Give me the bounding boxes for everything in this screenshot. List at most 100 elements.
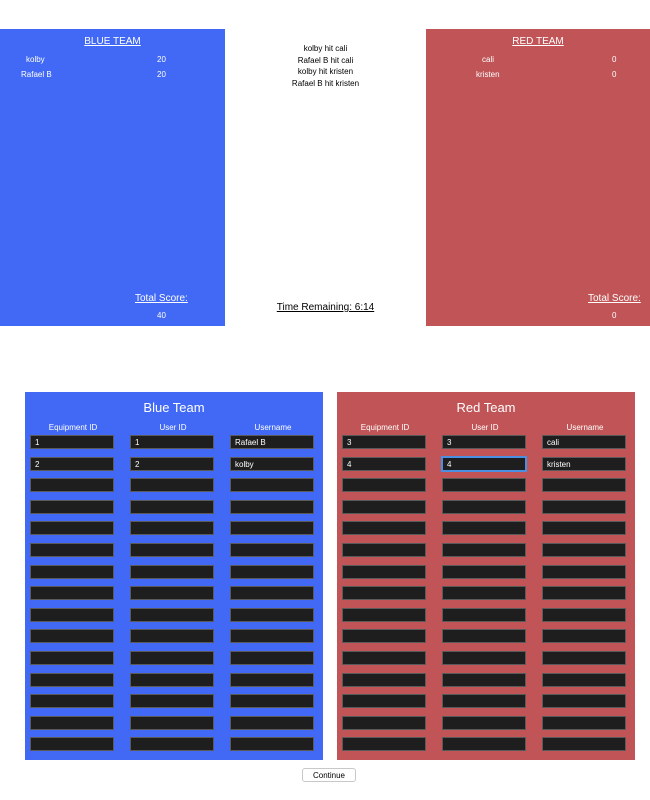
red-username-input[interactable] (542, 607, 626, 622)
red-user-id-input[interactable] (442, 586, 526, 601)
red-username-input[interactable]: kristen (542, 456, 626, 471)
blue-equipment-id-input[interactable] (30, 543, 114, 557)
blue-player-row: kolby 20 (0, 55, 225, 67)
red-user-id-input[interactable]: 3 (442, 435, 526, 449)
red-equipment-id-input[interactable] (342, 564, 426, 579)
blue-equipment-id-input[interactable] (30, 478, 114, 493)
red-player-row: kristen 0 (426, 70, 650, 82)
red-user-id-input[interactable] (442, 629, 526, 644)
blue-user-id-input[interactable]: 2 (130, 456, 214, 471)
continue-button[interactable]: Continue (302, 768, 356, 782)
blue-username-input[interactable] (230, 629, 314, 644)
red-username-input[interactable] (542, 737, 626, 752)
blue-user-id-input[interactable] (130, 651, 214, 665)
blue-username-input[interactable] (230, 715, 314, 730)
blue-username-input[interactable] (230, 543, 314, 557)
red-username-input[interactable] (542, 672, 626, 687)
red-equipment-id-input[interactable] (342, 737, 426, 752)
blue-user-id-input[interactable] (130, 521, 214, 536)
blue-equipment-id-input[interactable] (30, 694, 114, 709)
blue-equipment-id-input[interactable] (30, 564, 114, 579)
red-user-id-input[interactable] (442, 521, 526, 536)
blue-username-input[interactable] (230, 694, 314, 709)
red-user-id-input[interactable] (442, 478, 526, 493)
blue-username-input[interactable] (230, 737, 314, 752)
blue-total-label: Total Score: (135, 293, 188, 304)
blue-user-id-input[interactable] (130, 672, 214, 687)
blue-equipment-id-input[interactable] (30, 715, 114, 730)
red-user-id-input[interactable] (442, 607, 526, 622)
red-equipment-id-input[interactable] (342, 607, 426, 622)
red-equipment-id-input[interactable] (342, 586, 426, 601)
red-equipment-id-input[interactable] (342, 694, 426, 709)
event-log-item: Rafael B hit cali (297, 55, 354, 65)
red-user-id-input[interactable] (442, 715, 526, 730)
blue-username-input[interactable] (230, 478, 314, 493)
blue-user-id-input[interactable] (130, 694, 214, 709)
blue-username-input[interactable]: kolby (230, 456, 314, 471)
blue-player-row: Rafael B 20 (0, 70, 225, 82)
red-equipment-id-input[interactable] (342, 672, 426, 687)
red-user-id-input[interactable] (442, 564, 526, 579)
blue-username-input[interactable] (230, 499, 314, 514)
red-username-input[interactable] (542, 629, 626, 644)
red-user-id-input[interactable]: 4 (442, 456, 526, 471)
blue-equipment-id-input[interactable] (30, 586, 114, 601)
blue-user-id-input[interactable] (130, 586, 214, 601)
blue-equipment-id-input[interactable] (30, 737, 114, 752)
blue-username-input[interactable] (230, 586, 314, 601)
player-name: Rafael B (21, 70, 52, 79)
red-user-id-input[interactable] (442, 672, 526, 687)
red-username-input[interactable] (542, 521, 626, 536)
blue-equipment-id-input[interactable] (30, 651, 114, 665)
red-user-id-input[interactable] (442, 651, 526, 665)
blue-user-id-input[interactable] (130, 478, 214, 493)
blue-username-input[interactable] (230, 564, 314, 579)
blue-equipment-id-input[interactable] (30, 521, 114, 536)
blue-username-input[interactable] (230, 607, 314, 622)
red-equipment-id-input[interactable] (342, 521, 426, 536)
red-equipment-id-input[interactable] (342, 651, 426, 665)
blue-username-input[interactable] (230, 521, 314, 536)
red-username-input[interactable] (542, 499, 626, 514)
blue-user-id-input[interactable] (130, 607, 214, 622)
blue-equipment-id-input[interactable] (30, 629, 114, 644)
red-equipment-id-input[interactable] (342, 543, 426, 557)
red-user-id-input[interactable] (442, 499, 526, 514)
blue-user-id-input[interactable] (130, 564, 214, 579)
player-score: 0 (612, 70, 617, 79)
red-equipment-id-input[interactable] (342, 499, 426, 514)
red-equipment-id-input[interactable] (342, 629, 426, 644)
red-username-input[interactable] (542, 651, 626, 665)
red-username-input[interactable] (542, 694, 626, 709)
blue-username-input[interactable] (230, 672, 314, 687)
blue-user-id-input[interactable]: 1 (130, 435, 214, 449)
blue-username-input[interactable] (230, 651, 314, 665)
blue-username-input[interactable]: Rafael B (230, 435, 314, 449)
blue-user-id-input[interactable] (130, 543, 214, 557)
red-equipment-id-input[interactable]: 4 (342, 456, 426, 471)
red-equipment-id-input[interactable]: 3 (342, 435, 426, 449)
blue-equipment-id-input[interactable] (30, 672, 114, 687)
red-username-input[interactable] (542, 715, 626, 730)
red-user-id-input[interactable] (442, 694, 526, 709)
blue-user-id-input[interactable] (130, 737, 214, 752)
blue-team-title: BLUE TEAM (84, 36, 141, 47)
player-name: kolby (26, 55, 45, 64)
red-equipment-id-input[interactable] (342, 478, 426, 493)
blue-equipment-id-input[interactable] (30, 607, 114, 622)
blue-user-id-input[interactable] (130, 715, 214, 730)
blue-user-id-input[interactable] (130, 629, 214, 644)
red-user-id-input[interactable] (442, 737, 526, 752)
blue-equipment-id-input[interactable]: 2 (30, 456, 114, 471)
red-username-input[interactable] (542, 586, 626, 601)
red-username-input[interactable]: cali (542, 435, 626, 449)
red-user-id-input[interactable] (442, 543, 526, 557)
blue-equipment-id-input[interactable]: 1 (30, 435, 114, 449)
red-equipment-id-input[interactable] (342, 715, 426, 730)
red-username-input[interactable] (542, 564, 626, 579)
red-username-input[interactable] (542, 478, 626, 493)
blue-equipment-id-input[interactable] (30, 499, 114, 514)
blue-user-id-input[interactable] (130, 499, 214, 514)
red-username-input[interactable] (542, 543, 626, 557)
